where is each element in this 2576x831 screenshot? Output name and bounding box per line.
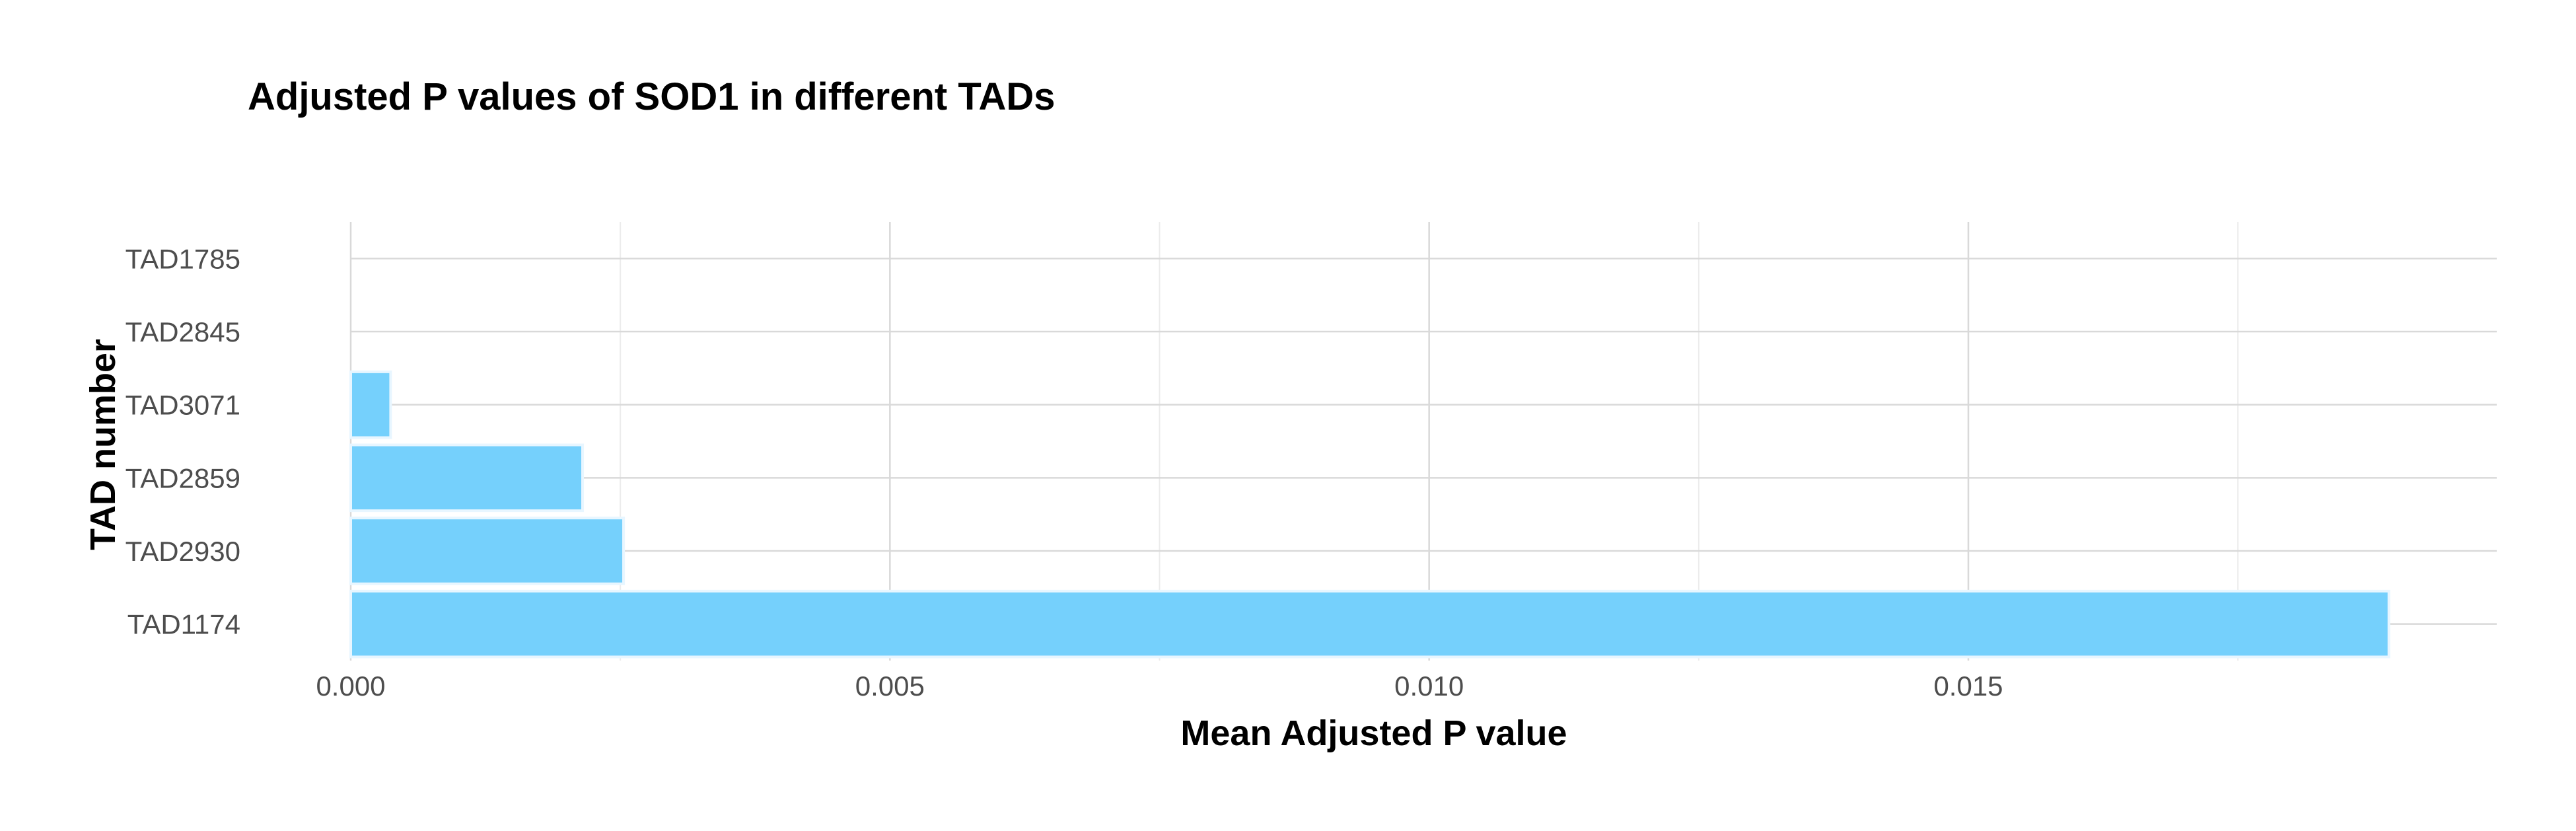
bar-tad3071 [349,370,392,439]
chart-title: Adjusted P values of SOD1 in different T… [248,75,1055,118]
y-tick-label: TAD1174 [127,609,240,640]
y-tick-label: TAD2859 [125,462,240,493]
y-tick-label: TAD1785 [125,243,240,274]
y-tick-label: TAD2845 [125,316,240,347]
grid-layer [349,222,2497,661]
bar-layer [349,370,2390,659]
x-tick-label: 0.015 [1933,670,2003,702]
x-axis-title: Mean Adjusted P value [1180,713,1567,753]
x-tick-label: 0.010 [1394,670,1464,702]
x-tick-label: 0.005 [855,670,925,702]
y-axis-title: TAD number [83,339,123,550]
y-tick-labels: TAD1174 TAD2930 TAD2859 TAD3071 TAD2845 TAD17… [125,243,240,639]
bar-tad1174 [349,589,2390,659]
bar-tad2930 [349,517,626,585]
y-tick-label: TAD2930 [125,536,240,567]
x-tick-labels: 0.000 0.005 0.010 0.015 [316,670,2003,702]
x-tick-label: 0.000 [316,670,385,702]
y-tick-label: TAD3071 [125,390,240,421]
bar-tad2859 [349,443,585,513]
